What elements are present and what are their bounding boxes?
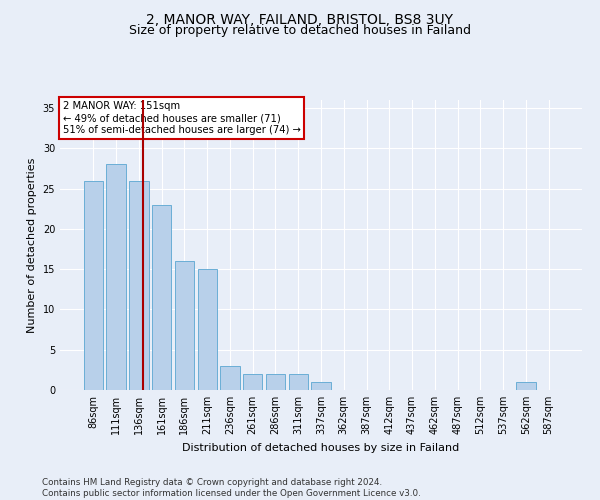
Bar <box>289 374 308 390</box>
Y-axis label: Number of detached properties: Number of detached properties <box>27 158 37 332</box>
Bar <box>243 374 262 390</box>
Bar <box>197 269 217 390</box>
Text: 2, MANOR WAY, FAILAND, BRISTOL, BS8 3UY: 2, MANOR WAY, FAILAND, BRISTOL, BS8 3UY <box>146 12 454 26</box>
Bar <box>516 382 536 390</box>
Text: 2 MANOR WAY: 151sqm
← 49% of detached houses are smaller (71)
51% of semi-detach: 2 MANOR WAY: 151sqm ← 49% of detached ho… <box>62 102 301 134</box>
Bar <box>84 180 103 390</box>
Bar <box>266 374 285 390</box>
Bar <box>129 180 149 390</box>
Bar <box>311 382 331 390</box>
Bar <box>220 366 239 390</box>
Text: Contains HM Land Registry data © Crown copyright and database right 2024.
Contai: Contains HM Land Registry data © Crown c… <box>42 478 421 498</box>
Bar <box>106 164 126 390</box>
X-axis label: Distribution of detached houses by size in Failand: Distribution of detached houses by size … <box>182 442 460 452</box>
Bar <box>175 261 194 390</box>
Bar <box>152 204 172 390</box>
Text: Size of property relative to detached houses in Failand: Size of property relative to detached ho… <box>129 24 471 37</box>
